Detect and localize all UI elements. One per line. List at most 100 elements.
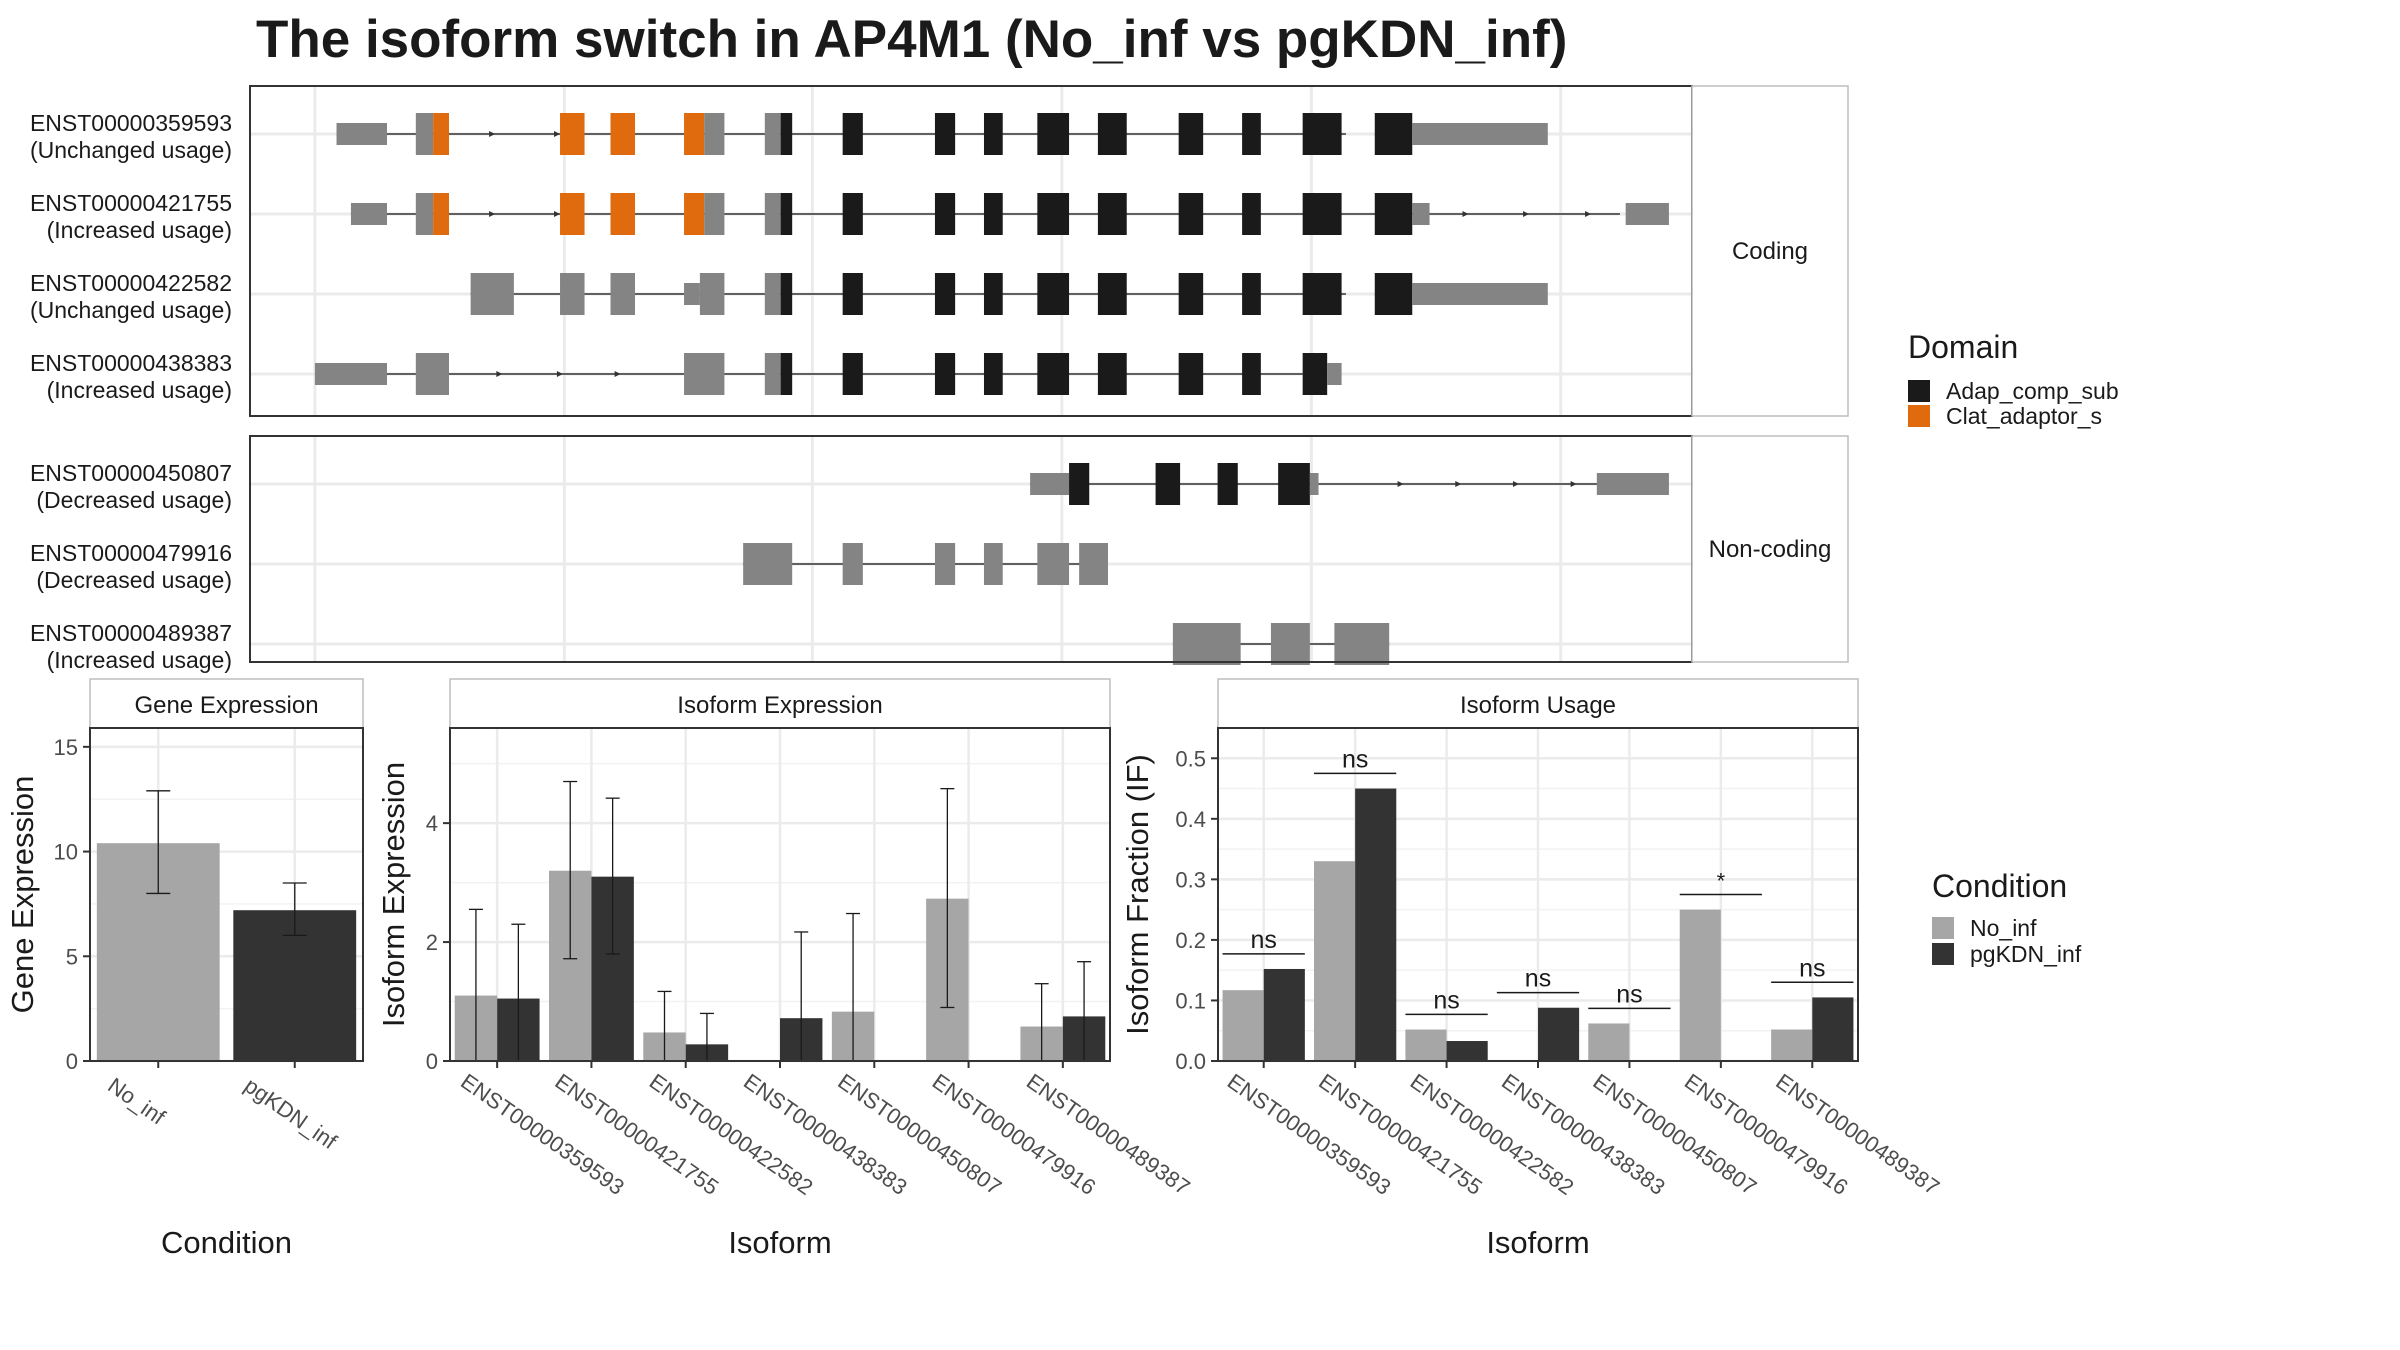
exon-adap-comp-sub bbox=[780, 113, 793, 155]
exon-adap-comp-sub bbox=[983, 273, 1003, 315]
y-tick-label: 0.5 bbox=[1175, 746, 1206, 771]
exon bbox=[1079, 543, 1108, 585]
y-tick-label: 0.4 bbox=[1175, 807, 1206, 832]
exon bbox=[1412, 123, 1548, 145]
exon bbox=[1327, 363, 1342, 385]
x-tick-label: ENST00000450807 bbox=[833, 1069, 1006, 1200]
x-tick-label: ENST00000438383 bbox=[1497, 1069, 1670, 1200]
exon bbox=[415, 193, 434, 235]
exon bbox=[743, 543, 793, 585]
bar-No_inf bbox=[1314, 861, 1356, 1061]
y-tick-label: 0.0 bbox=[1175, 1049, 1206, 1074]
bar-No_inf bbox=[1405, 1029, 1447, 1061]
exon-adap-comp-sub bbox=[1097, 113, 1127, 155]
intron-arrow bbox=[556, 371, 563, 377]
facet-strip bbox=[1691, 85, 1849, 417]
transcript-usage-label: (Decreased usage) bbox=[36, 567, 232, 593]
exon bbox=[1596, 473, 1669, 495]
exon bbox=[1625, 203, 1669, 225]
exon bbox=[336, 123, 387, 145]
y-tick-label: 15 bbox=[54, 735, 78, 760]
exon bbox=[1334, 623, 1390, 665]
exon bbox=[842, 543, 863, 585]
domain-legend-title: Domain bbox=[1908, 329, 2018, 365]
exon-clat-adaptor-s bbox=[560, 193, 585, 235]
exon-adap-comp-sub bbox=[1217, 463, 1238, 505]
condition-legend-swatch bbox=[1932, 943, 1954, 965]
exon-clat-adaptor-s bbox=[610, 113, 636, 155]
x-tick-label: ENST00000421755 bbox=[1314, 1069, 1487, 1200]
bar-No_inf bbox=[1679, 909, 1721, 1061]
exon-adap-comp-sub bbox=[842, 113, 863, 155]
intron-arrow bbox=[614, 371, 621, 377]
gene-panel-bg bbox=[250, 436, 1692, 662]
exon-adap-comp-sub bbox=[934, 193, 956, 235]
intron-arrow bbox=[489, 131, 496, 137]
panel-strip-title: Gene Expression bbox=[134, 692, 318, 719]
significance-label: ns bbox=[1525, 965, 1551, 993]
exon-adap-comp-sub bbox=[1097, 353, 1127, 395]
y-axis-title: Isoform Fraction (IF) bbox=[1120, 754, 1155, 1035]
x-tick-label: ENST00000421755 bbox=[551, 1069, 724, 1200]
exon-adap-comp-sub bbox=[1037, 353, 1070, 395]
exon-adap-comp-sub bbox=[1374, 193, 1413, 235]
intron-arrow bbox=[1585, 211, 1592, 217]
x-tick-label: ENST00000422582 bbox=[645, 1069, 818, 1200]
exon-adap-comp-sub bbox=[842, 193, 863, 235]
exon bbox=[1172, 623, 1241, 665]
y-tick-label: 0.1 bbox=[1175, 988, 1206, 1013]
exon-adap-comp-sub bbox=[983, 193, 1003, 235]
intron-arrow bbox=[1462, 211, 1469, 217]
exon bbox=[1270, 623, 1310, 665]
x-tick-label: ENST00000489387 bbox=[1771, 1069, 1944, 1200]
exon bbox=[1412, 203, 1430, 225]
exon-clat-adaptor-s bbox=[684, 113, 705, 155]
significance-label: * bbox=[1717, 869, 1726, 894]
domain-legend-label: Adap_comp_sub bbox=[1946, 378, 2119, 404]
exon-adap-comp-sub bbox=[1242, 113, 1261, 155]
significance-label: ns bbox=[1616, 980, 1642, 1008]
intron-arrow bbox=[496, 371, 503, 377]
exon bbox=[415, 353, 449, 395]
intron-arrow bbox=[554, 131, 561, 137]
panel-strip bbox=[449, 678, 1111, 729]
y-tick-label: 0.3 bbox=[1175, 867, 1206, 892]
intron-arrow bbox=[554, 211, 561, 217]
x-tick-label: ENST00000479916 bbox=[928, 1069, 1101, 1200]
intron-arrow bbox=[1455, 481, 1462, 487]
x-tick-label: ENST00000450807 bbox=[1589, 1069, 1762, 1200]
exon bbox=[1412, 283, 1548, 305]
bar-No_inf bbox=[1588, 1023, 1630, 1061]
domain-legend-swatch bbox=[1908, 380, 1930, 402]
bar-pgKDN_inf bbox=[1446, 1041, 1488, 1061]
transcript-id-label: ENST00000421755 bbox=[30, 190, 232, 216]
exon bbox=[764, 273, 781, 315]
exon-adap-comp-sub bbox=[1302, 273, 1342, 315]
exon bbox=[699, 273, 725, 315]
y-tick-label: 0 bbox=[66, 1049, 78, 1074]
intron-arrow bbox=[1512, 481, 1519, 487]
exon-clat-adaptor-s bbox=[684, 193, 705, 235]
exon bbox=[1309, 473, 1319, 495]
x-axis-title: Condition bbox=[161, 1225, 292, 1260]
panel-border bbox=[89, 727, 364, 1062]
transcript-id-label: ENST00000438383 bbox=[30, 350, 232, 376]
exon-adap-comp-sub bbox=[842, 353, 863, 395]
exon bbox=[314, 363, 387, 385]
exon-adap-comp-sub bbox=[1374, 273, 1413, 315]
exon-clat-adaptor-s bbox=[560, 113, 585, 155]
x-tick-label: ENST00000359593 bbox=[1223, 1069, 1396, 1200]
y-tick-label: 2 bbox=[426, 930, 438, 955]
significance-label: ns bbox=[1251, 926, 1277, 954]
intron-arrow bbox=[1397, 481, 1404, 487]
intron-arrow bbox=[1570, 481, 1577, 487]
transcript-usage-label: (Increased usage) bbox=[47, 217, 232, 243]
exon-adap-comp-sub bbox=[1374, 113, 1413, 155]
x-tick-label: ENST00000438383 bbox=[739, 1069, 912, 1200]
exon-adap-comp-sub bbox=[1242, 353, 1261, 395]
x-axis-title: Isoform bbox=[728, 1225, 831, 1260]
exon-adap-comp-sub bbox=[1178, 113, 1204, 155]
bar-pgKDN_inf bbox=[1355, 788, 1397, 1061]
bar-pgKDN_inf bbox=[1812, 997, 1854, 1061]
